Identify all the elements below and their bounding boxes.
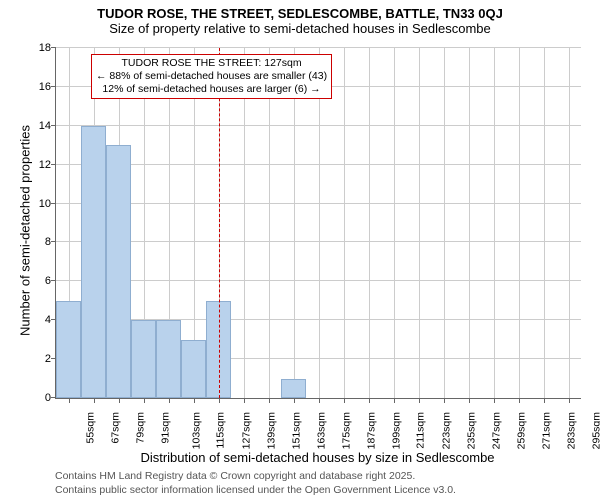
xtick-mark: [69, 398, 70, 403]
xtick-label: 103sqm: [190, 412, 202, 449]
ytick-label: 4: [33, 314, 51, 326]
xtick-label: 151sqm: [290, 412, 302, 449]
xtick-mark: [94, 398, 95, 403]
annotation-box: TUDOR ROSE THE STREET: 127sqm← 88% of se…: [91, 54, 332, 99]
xtick-mark: [319, 398, 320, 403]
xtick-mark: [269, 398, 270, 403]
footer: Contains HM Land Registry data © Crown c…: [55, 470, 456, 497]
histogram-bar: [181, 340, 206, 398]
xtick-mark: [294, 398, 295, 403]
xtick-mark: [569, 398, 570, 403]
ytick-label: 18: [33, 42, 51, 54]
xtick-mark: [519, 398, 520, 403]
ytick-label: 8: [33, 236, 51, 248]
xtick-mark: [244, 398, 245, 403]
reference-line: [219, 48, 220, 398]
xtick-mark: [344, 398, 345, 403]
xtick-label: 55sqm: [84, 412, 96, 444]
ytick-mark: [51, 125, 56, 126]
xtick-mark: [169, 398, 170, 403]
gridline-v: [519, 48, 520, 398]
ytick-label: 6: [33, 275, 51, 287]
chart-container: TUDOR ROSE, THE STREET, SEDLESCOMBE, BAT…: [0, 0, 600, 500]
histogram-bar: [281, 379, 306, 398]
xtick-mark: [544, 398, 545, 403]
xtick-mark: [119, 398, 120, 403]
ytick-label: 2: [33, 353, 51, 365]
gridline-v: [469, 48, 470, 398]
annotation-line-2: ← 88% of semi-detached houses are smalle…: [96, 70, 327, 83]
annotation-line-3: 12% of semi-detached houses are larger (…: [96, 83, 327, 96]
gridline-v: [544, 48, 545, 398]
xtick-mark: [369, 398, 370, 403]
xtick-label: 187sqm: [365, 412, 377, 449]
xtick-label: 79sqm: [134, 412, 146, 444]
histogram-bar: [56, 301, 81, 398]
annotation-line-1: TUDOR ROSE THE STREET: 127sqm: [96, 57, 327, 70]
ytick-label: 0: [33, 392, 51, 404]
xtick-label: 247sqm: [490, 412, 502, 449]
ytick-mark: [51, 164, 56, 165]
xtick-label: 199sqm: [390, 412, 402, 449]
xtick-label: 235sqm: [465, 412, 477, 449]
xtick-label: 259sqm: [515, 412, 527, 449]
plot-area: TUDOR ROSE THE STREET: 127sqm← 88% of se…: [55, 48, 581, 399]
gridline-v: [244, 48, 245, 398]
xtick-mark: [469, 398, 470, 403]
gridline-v: [419, 48, 420, 398]
chart-subtitle: Size of property relative to semi-detach…: [0, 21, 600, 36]
ytick-mark: [51, 47, 56, 48]
xtick-label: 127sqm: [240, 412, 252, 449]
gridline-v: [269, 48, 270, 398]
gridline-v: [394, 48, 395, 398]
gridline-v: [369, 48, 370, 398]
footer-line-2: Contains public sector information licen…: [55, 484, 456, 498]
ytick-mark: [51, 241, 56, 242]
xtick-mark: [194, 398, 195, 403]
ytick-label: 12: [33, 159, 51, 171]
ytick-mark: [51, 86, 56, 87]
gridline-v: [444, 48, 445, 398]
histogram-bar: [156, 320, 181, 398]
ytick-mark: [51, 203, 56, 204]
xtick-label: 115sqm: [214, 412, 226, 449]
xtick-label: 271sqm: [540, 412, 552, 449]
xtick-label: 223sqm: [440, 412, 452, 449]
gridline-v: [494, 48, 495, 398]
xtick-label: 295sqm: [590, 412, 600, 449]
gridline-v: [319, 48, 320, 398]
xtick-mark: [494, 398, 495, 403]
xtick-mark: [444, 398, 445, 403]
histogram-bar: [131, 320, 156, 398]
histogram-bar: [106, 145, 131, 398]
ytick-label: 16: [33, 81, 51, 93]
xtick-label: 67sqm: [109, 412, 121, 444]
x-axis-label: Distribution of semi-detached houses by …: [55, 450, 580, 465]
xtick-mark: [144, 398, 145, 403]
xtick-mark: [394, 398, 395, 403]
footer-line-1: Contains HM Land Registry data © Crown c…: [55, 470, 456, 484]
gridline-v: [569, 48, 570, 398]
title-block: TUDOR ROSE, THE STREET, SEDLESCOMBE, BAT…: [0, 0, 600, 36]
histogram-bar: [81, 126, 106, 398]
xtick-mark: [219, 398, 220, 403]
xtick-label: 91sqm: [159, 412, 171, 444]
gridline-v: [344, 48, 345, 398]
xtick-label: 211sqm: [414, 412, 426, 449]
xtick-label: 139sqm: [265, 412, 277, 449]
xtick-label: 175sqm: [340, 412, 352, 449]
ytick-label: 10: [33, 198, 51, 210]
ytick-mark: [51, 280, 56, 281]
xtick-mark: [419, 398, 420, 403]
ytick-label: 14: [33, 120, 51, 132]
y-axis-label: Number of semi-detached properties: [18, 106, 33, 356]
chart-title: TUDOR ROSE, THE STREET, SEDLESCOMBE, BAT…: [0, 6, 600, 21]
xtick-label: 283sqm: [565, 412, 577, 449]
xtick-label: 163sqm: [315, 412, 327, 449]
gridline-v: [294, 48, 295, 398]
